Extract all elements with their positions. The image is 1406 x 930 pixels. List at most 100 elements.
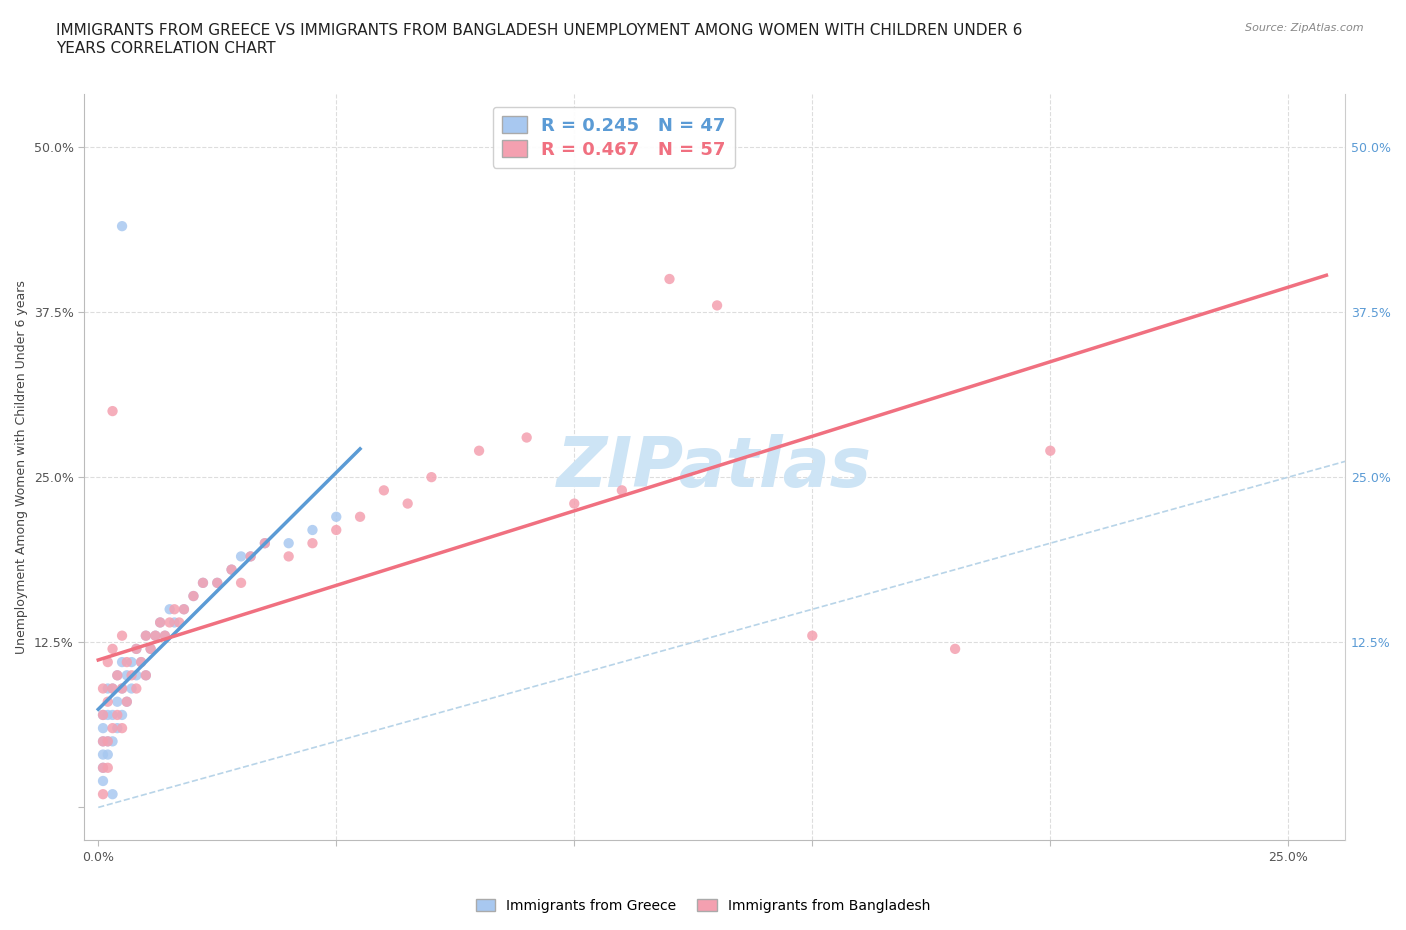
Point [111,655,134,670]
Point [111,629,134,644]
Point [145,629,167,644]
Point [229,576,252,591]
Point [105,668,128,683]
Y-axis label: Unemployment Among Women with Children Under 6 years: Unemployment Among Women with Children U… [15,280,28,654]
Text: ZIPatlas: ZIPatlas [557,433,872,500]
Point [658,272,681,286]
Point [121,655,143,670]
Point [277,536,299,551]
Point [468,444,491,458]
Point [221,562,243,577]
Point [101,734,124,749]
Point [115,695,138,710]
Point [91,708,114,723]
Point [111,708,134,723]
Point [97,708,120,723]
Point [101,721,124,736]
Text: Source: ZipAtlas.com: Source: ZipAtlas.com [1246,23,1364,33]
Point [207,576,229,591]
Point [135,629,157,644]
Point [97,734,120,749]
Point [121,681,143,696]
Point [229,549,252,564]
Point [97,681,120,696]
Point [101,681,124,696]
Point [91,708,114,723]
Point [135,668,157,683]
Point [91,721,114,736]
Point [91,734,114,749]
Point [159,615,181,630]
Point [101,642,124,657]
Point [91,761,114,776]
Point [125,642,148,657]
Point [145,629,167,644]
Point [91,734,114,749]
Point [115,655,138,670]
Point [105,695,128,710]
Point [125,668,148,683]
Point [139,642,162,657]
Point [562,496,585,511]
Point [129,655,152,670]
Legend: R = 0.245   N = 47, R = 0.467   N = 57: R = 0.245 N = 47, R = 0.467 N = 57 [492,107,735,168]
Point [97,734,120,749]
Point [706,298,728,312]
Point [349,510,371,525]
Point [91,774,114,789]
Point [91,681,114,696]
Point [159,602,181,617]
Point [253,536,276,551]
Point [325,510,347,525]
Text: IMMIGRANTS FROM GREECE VS IMMIGRANTS FROM BANGLADESH UNEMPLOYMENT AMONG WOMEN WI: IMMIGRANTS FROM GREECE VS IMMIGRANTS FRO… [56,23,1022,56]
Point [101,681,124,696]
Point [111,219,134,233]
Point [516,430,538,445]
Point [125,681,148,696]
Point [191,576,214,591]
Point [207,576,229,591]
Point [91,761,114,776]
Point [373,483,395,498]
Point [277,549,299,564]
Point [101,708,124,723]
Point [115,695,138,710]
Point [221,562,243,577]
Point [135,668,157,683]
Point [139,642,162,657]
Point [163,615,186,630]
Point [153,629,176,644]
Point [91,747,114,762]
Point [943,642,966,657]
Point [97,655,120,670]
Legend: Immigrants from Greece, Immigrants from Bangladesh: Immigrants from Greece, Immigrants from … [470,894,936,919]
Point [1039,444,1062,458]
Point [153,629,176,644]
Point [121,668,143,683]
Point [111,681,134,696]
Point [105,721,128,736]
Point [149,615,172,630]
Point [111,681,134,696]
Point [325,523,347,538]
Point [301,523,323,538]
Point [191,576,214,591]
Point [97,761,120,776]
Point [167,615,190,630]
Point [301,536,323,551]
Point [101,787,124,802]
Point [239,549,262,564]
Point [173,602,195,617]
Point [610,483,633,498]
Point [149,615,172,630]
Point [183,589,205,604]
Point [105,708,128,723]
Point [105,668,128,683]
Point [101,404,124,418]
Point [111,721,134,736]
Point [420,470,443,485]
Point [129,655,152,670]
Point [239,549,262,564]
Point [97,747,120,762]
Point [97,695,120,710]
